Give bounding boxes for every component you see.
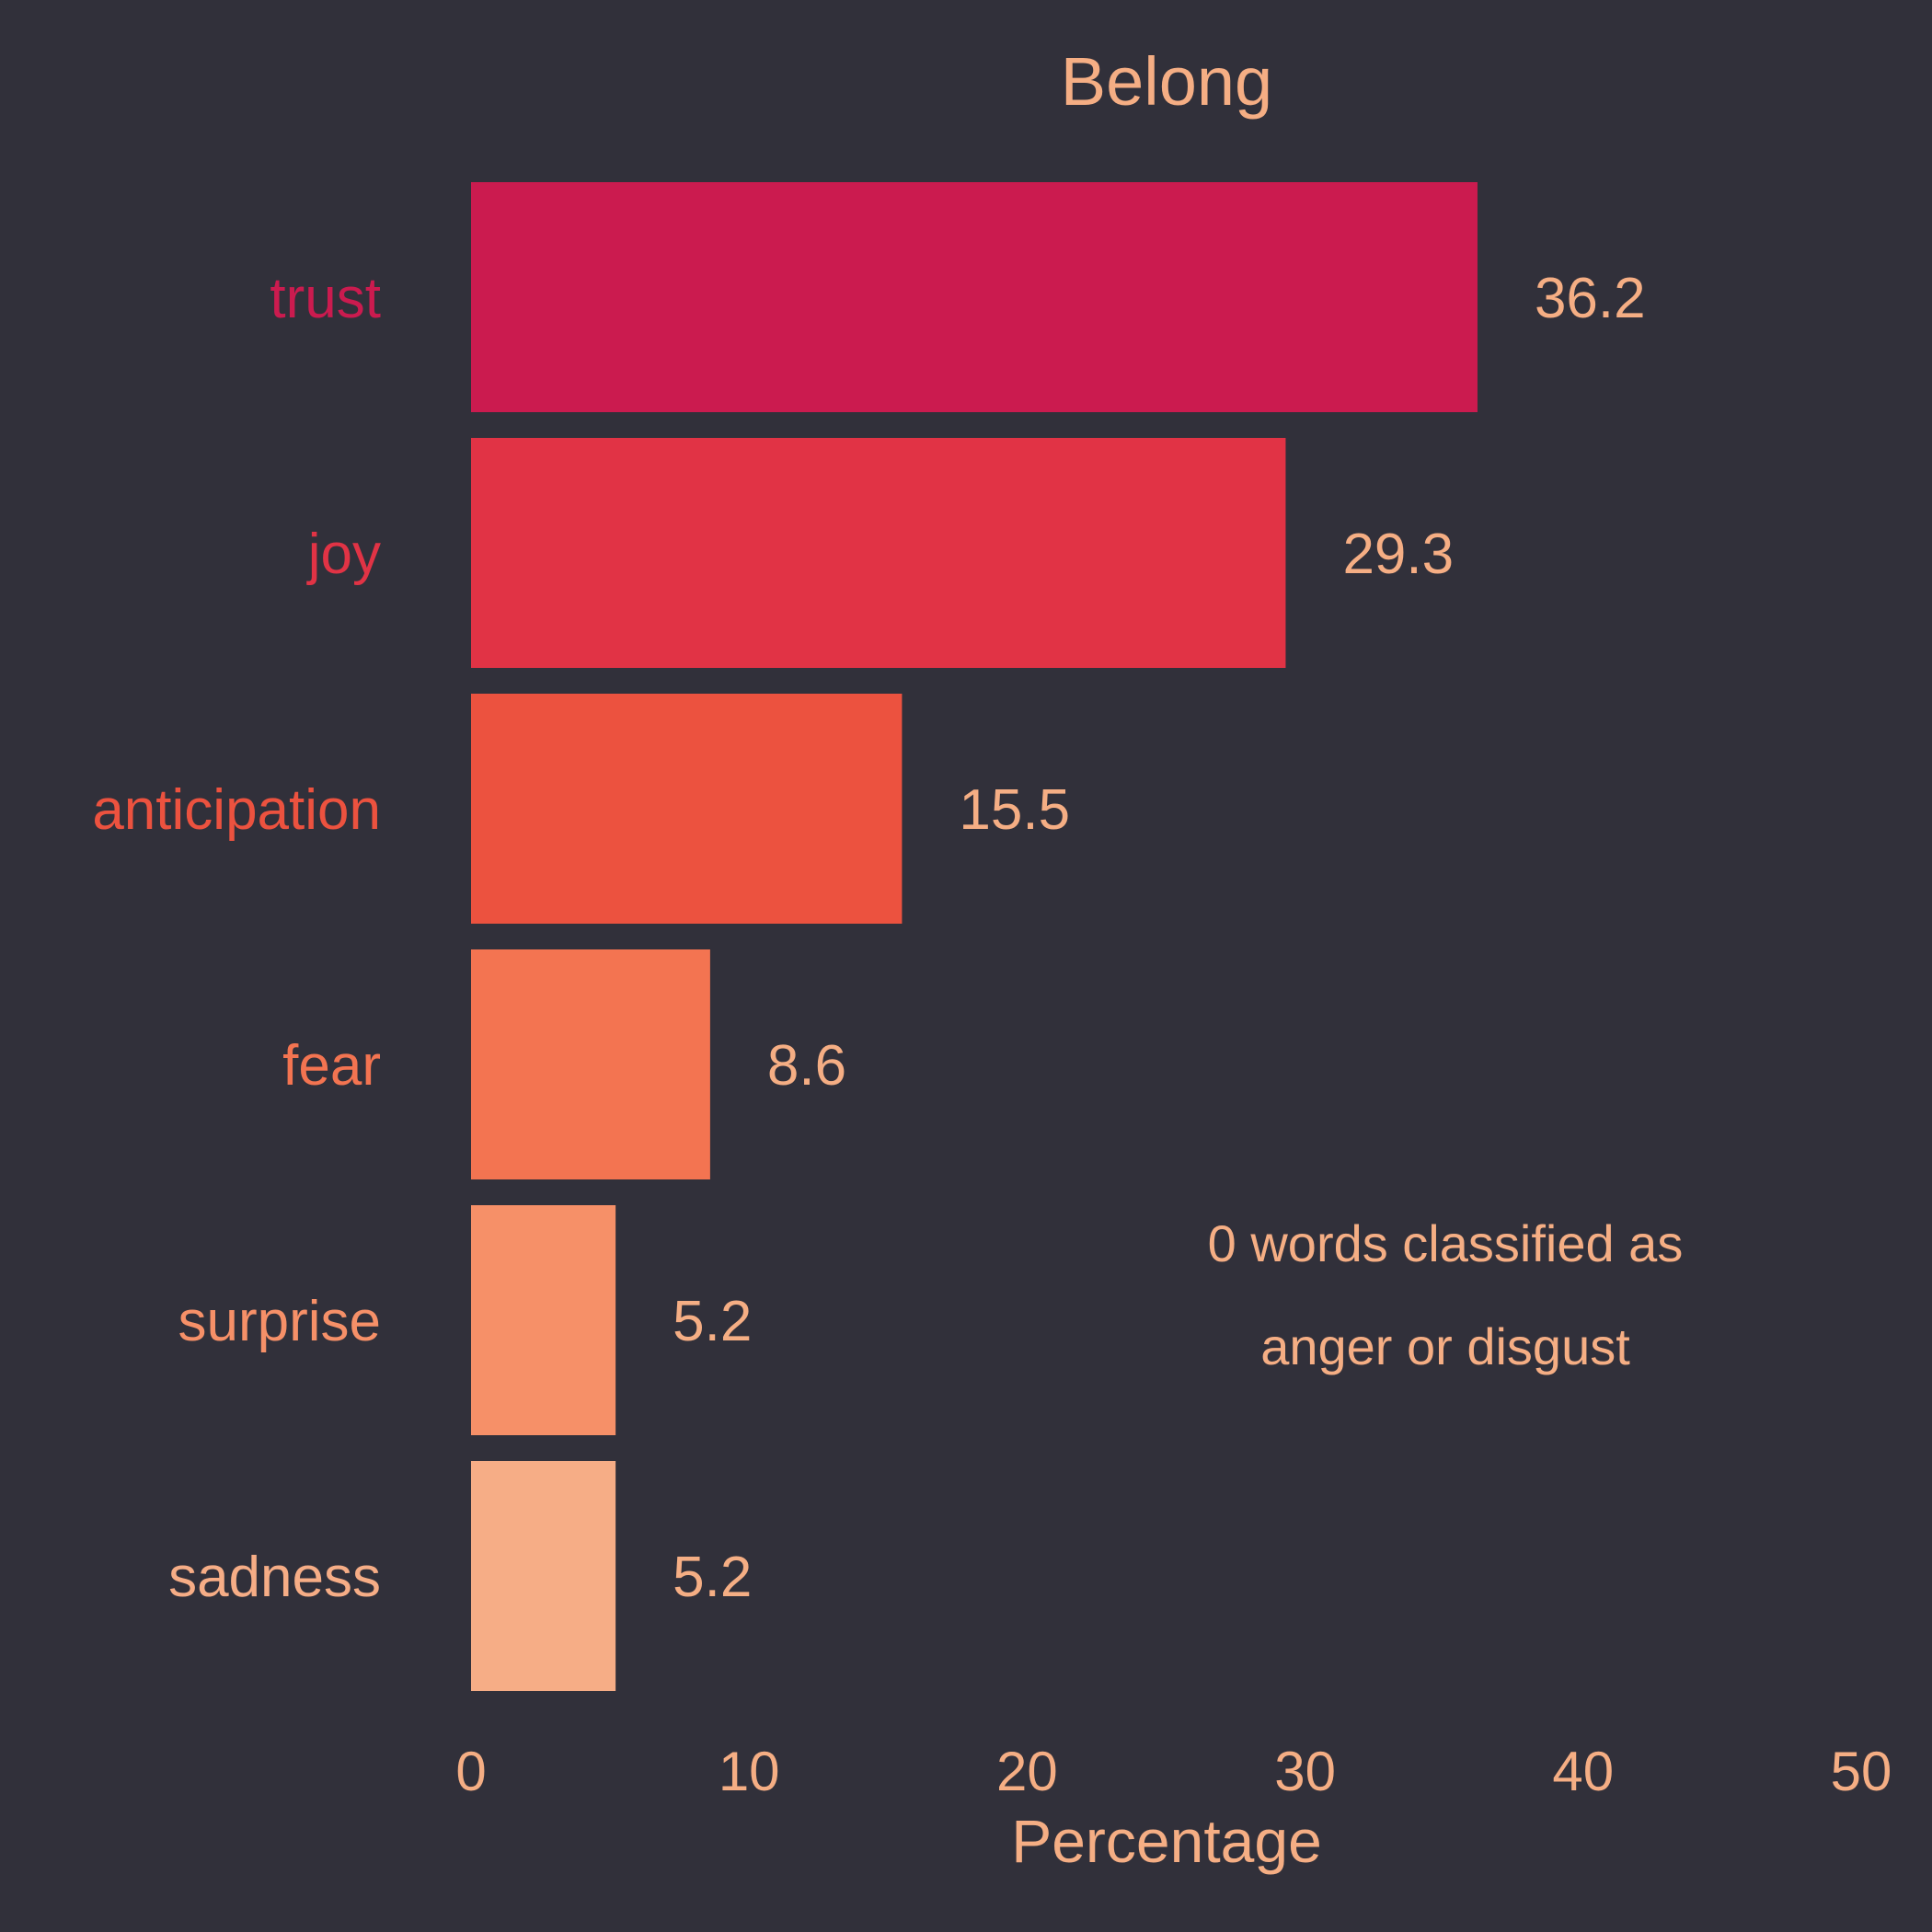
value-labels-layer: 36.2 29.3 15.5 8.6 5.2 5.2	[673, 267, 1645, 1609]
value-label-fear: 8.6	[767, 1034, 846, 1098]
value-label-anticipation: 15.5	[959, 778, 1070, 842]
bar-fear	[471, 949, 710, 1179]
x-axis-ticks: 0 10 20 30 40 50	[455, 1741, 1892, 1802]
x-axis-label: Percentage	[1011, 1807, 1322, 1875]
category-label-anticipation: anticipation	[92, 778, 381, 842]
category-label-joy: joy	[306, 523, 381, 586]
x-tick-label-10: 10	[719, 1741, 780, 1802]
bars-layer	[471, 182, 1478, 1691]
annotation: 0 words classified as anger or disgust	[1208, 1214, 1684, 1375]
bar-trust	[471, 182, 1478, 412]
chart-title: Belong	[1061, 43, 1272, 120]
value-label-sadness: 5.2	[673, 1546, 752, 1609]
x-tick-label-20: 20	[996, 1741, 1058, 1802]
category-label-sadness: sadness	[168, 1546, 381, 1609]
value-label-trust: 36.2	[1535, 267, 1646, 330]
x-tick-label-0: 0	[455, 1741, 486, 1802]
value-label-surprise: 5.2	[673, 1290, 752, 1353]
x-tick-label-50: 50	[1831, 1741, 1892, 1802]
bar-joy	[471, 438, 1286, 668]
category-label-surprise: surprise	[178, 1290, 381, 1353]
bar-surprise	[471, 1205, 616, 1435]
bar-sadness	[471, 1461, 616, 1691]
category-labels-layer: trust joy anticipation fear surprise sadness	[92, 267, 381, 1609]
x-tick-label-30: 30	[1274, 1741, 1336, 1802]
value-label-joy: 29.3	[1342, 523, 1454, 586]
bar-anticipation	[471, 694, 903, 924]
x-tick-label-40: 40	[1552, 1741, 1614, 1802]
category-label-fear: fear	[282, 1034, 381, 1098]
annotation-line-1: 0 words classified as	[1208, 1214, 1684, 1272]
category-label-trust: trust	[270, 267, 381, 330]
annotation-line-2: anger or disgust	[1260, 1317, 1630, 1375]
